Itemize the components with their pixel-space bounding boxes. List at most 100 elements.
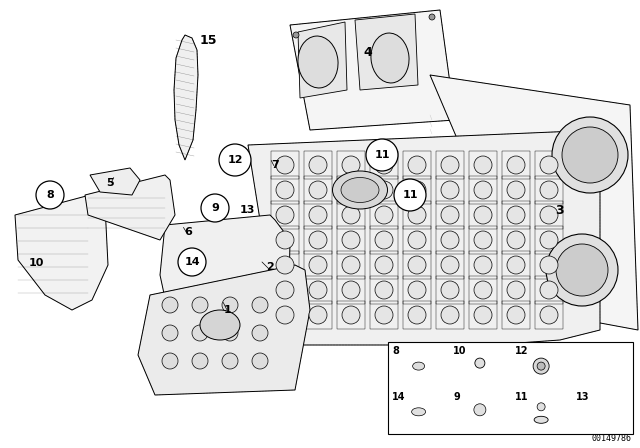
Bar [469, 201, 497, 229]
Bar [370, 226, 398, 254]
Circle shape [507, 181, 525, 199]
Text: 2: 2 [266, 262, 274, 272]
Circle shape [375, 281, 393, 299]
Circle shape [192, 353, 208, 369]
Text: 6: 6 [184, 227, 192, 237]
Circle shape [375, 306, 393, 324]
Bar [403, 301, 431, 329]
Bar [370, 301, 398, 329]
Circle shape [474, 156, 492, 174]
Text: 13: 13 [576, 392, 589, 402]
Circle shape [507, 206, 525, 224]
Polygon shape [607, 414, 620, 424]
Bar [337, 251, 365, 279]
Bar [271, 301, 299, 329]
Circle shape [309, 206, 327, 224]
Bar [370, 176, 398, 204]
Ellipse shape [412, 408, 426, 416]
Bar [469, 301, 497, 329]
Circle shape [276, 256, 294, 274]
Circle shape [375, 256, 393, 274]
Ellipse shape [333, 171, 387, 209]
Bar [535, 301, 563, 329]
Circle shape [552, 117, 628, 193]
Circle shape [192, 297, 208, 313]
Circle shape [441, 281, 459, 299]
Circle shape [276, 306, 294, 324]
Bar [403, 151, 431, 179]
Polygon shape [85, 175, 175, 240]
Ellipse shape [534, 416, 548, 423]
Circle shape [408, 206, 426, 224]
Bar [304, 176, 332, 204]
Polygon shape [160, 215, 290, 345]
Circle shape [342, 281, 360, 299]
Circle shape [309, 231, 327, 249]
Circle shape [474, 404, 486, 416]
Circle shape [222, 325, 238, 341]
Circle shape [540, 181, 558, 199]
Circle shape [293, 32, 299, 38]
Bar [304, 151, 332, 179]
Circle shape [276, 181, 294, 199]
Bar [436, 176, 464, 204]
Bar [502, 251, 530, 279]
Bar [502, 201, 530, 229]
Bar [271, 151, 299, 179]
Circle shape [162, 325, 178, 341]
Text: 10: 10 [453, 346, 467, 356]
Bar [436, 301, 464, 329]
Bar [469, 226, 497, 254]
Bar [502, 176, 530, 204]
Circle shape [474, 306, 492, 324]
Text: 13: 13 [239, 205, 255, 215]
Circle shape [342, 231, 360, 249]
Circle shape [276, 156, 294, 174]
Circle shape [408, 256, 426, 274]
Text: 9: 9 [453, 392, 460, 402]
Bar [469, 276, 497, 304]
Circle shape [276, 206, 294, 224]
Circle shape [375, 231, 393, 249]
Text: 10: 10 [28, 258, 44, 268]
Circle shape [540, 156, 558, 174]
Circle shape [556, 244, 608, 296]
Text: 7: 7 [271, 160, 279, 170]
Circle shape [252, 325, 268, 341]
Text: 3: 3 [556, 203, 564, 216]
Polygon shape [138, 265, 310, 395]
Bar [469, 151, 497, 179]
Circle shape [540, 206, 558, 224]
Polygon shape [430, 75, 638, 330]
Circle shape [533, 358, 549, 374]
Circle shape [394, 179, 426, 211]
Text: 12: 12 [227, 155, 243, 165]
Circle shape [408, 306, 426, 324]
Ellipse shape [413, 362, 424, 370]
Bar [271, 251, 299, 279]
Bar [271, 226, 299, 254]
Circle shape [475, 358, 485, 368]
Text: 11: 11 [374, 150, 390, 160]
Circle shape [507, 156, 525, 174]
Circle shape [192, 325, 208, 341]
Circle shape [562, 127, 618, 183]
Circle shape [219, 144, 251, 176]
Text: 12: 12 [515, 346, 528, 356]
Circle shape [441, 206, 459, 224]
Circle shape [309, 181, 327, 199]
Bar [436, 276, 464, 304]
Circle shape [408, 156, 426, 174]
Circle shape [342, 181, 360, 199]
Bar [502, 151, 530, 179]
Circle shape [276, 231, 294, 249]
Bar [337, 276, 365, 304]
Bar [388, 342, 633, 434]
Circle shape [474, 206, 492, 224]
Text: 5: 5 [106, 178, 114, 188]
Bar [337, 201, 365, 229]
Bar [403, 276, 431, 304]
Circle shape [222, 353, 238, 369]
Circle shape [537, 403, 545, 411]
Circle shape [507, 306, 525, 324]
